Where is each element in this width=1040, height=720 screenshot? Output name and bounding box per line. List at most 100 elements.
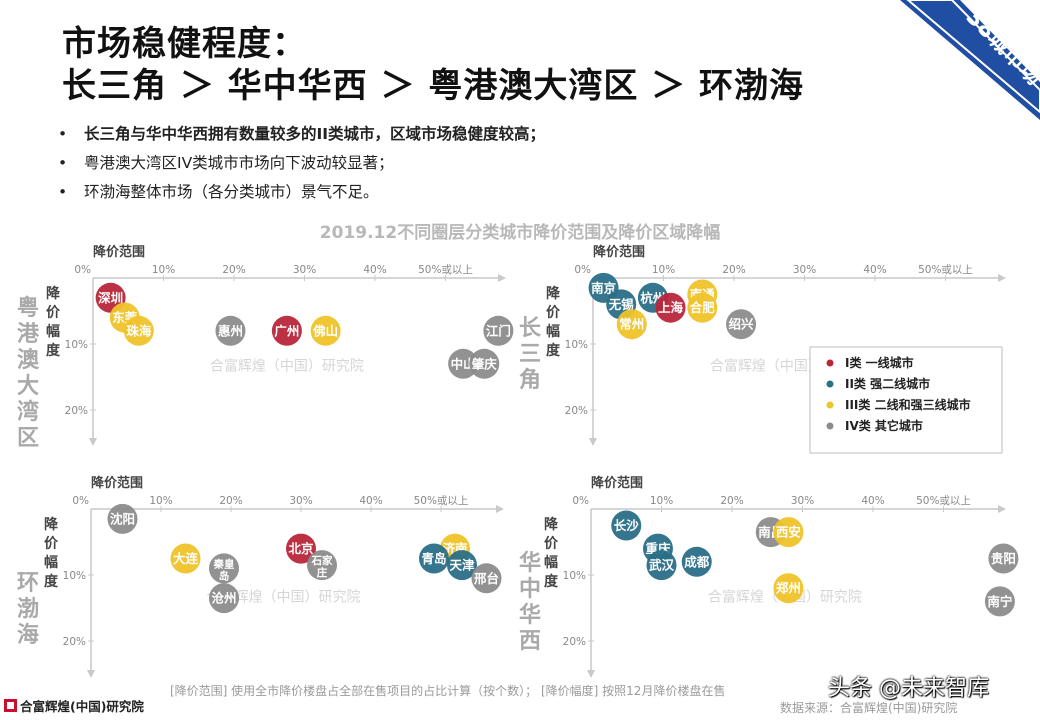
x-tick-label: 10% <box>652 264 675 276</box>
x-tick-label: 0% <box>72 495 89 507</box>
bullet-item: • 环渤海整体市场（各分类城市）景气不足。 <box>58 178 545 207</box>
x-tick-label: 40% <box>863 264 886 276</box>
watermark-text: 头条 @未来智库 <box>828 676 989 701</box>
bullet-item: • 长三角与华中华西拥有数量较多的II类城市，区域市场稳健度较高； <box>58 120 545 149</box>
region-label-char: 渤 <box>17 596 39 622</box>
data-point <box>123 315 154 346</box>
legend-marker <box>826 422 834 430</box>
x-tick-label: 40% <box>363 264 386 276</box>
legend-box <box>809 346 1003 454</box>
y-axis-label-char: 价 <box>46 305 61 321</box>
data-point <box>681 546 712 577</box>
region-label-char: 中 <box>519 577 541 602</box>
y-axis-arrow-icon <box>87 670 95 678</box>
y-tick-label: 20% <box>63 636 86 648</box>
legend-label: II类 强二线城市 <box>845 376 930 391</box>
legend-marker <box>826 359 834 367</box>
point-label: 石家 <box>311 554 333 567</box>
region-label-char: 角 <box>519 367 541 393</box>
point-label: 沈阳 <box>110 511 135 526</box>
x-tick-label: 0% <box>574 264 591 276</box>
bullet-item: • 粤港澳大湾区IV类城市市场向下波动较显著； <box>58 149 545 178</box>
point-label: 江门 <box>486 323 511 338</box>
city-count-banner: 38城市场 <box>860 0 1040 120</box>
region-label-char: 湾 <box>17 399 39 425</box>
data-point <box>310 315 341 346</box>
y-axis-label-char: 降 <box>546 285 561 302</box>
data-point <box>483 315 514 346</box>
x-tick-label: 20% <box>720 495 743 507</box>
x-axis-label: 降价范围 <box>591 475 643 491</box>
point-label: 大连 <box>173 551 199 566</box>
x-tick-label: 0% <box>74 264 91 276</box>
x-tick-label: 10% <box>152 264 175 276</box>
page-subtitle: 长三角 ＞ 华中华西 ＞ 粤港澳大湾区 ＞ 环渤海 <box>62 66 805 106</box>
data-point <box>616 309 647 340</box>
data-point <box>286 533 316 564</box>
point-label: 上海 <box>658 300 684 315</box>
x-tick-label: 10% <box>149 495 172 507</box>
x-axis-label: 降价范围 <box>91 475 143 491</box>
x-tick-label: 40% <box>861 495 884 507</box>
y-axis-label-char: 度 <box>44 573 59 590</box>
data-point <box>773 573 804 604</box>
x-tick-label: 0% <box>572 495 589 507</box>
y-axis-arrow-icon <box>589 438 597 446</box>
data-source: 数据来源：合富辉煌(中国)研究院 <box>780 701 958 715</box>
y-tick-label: 10% <box>63 570 86 582</box>
data-point <box>726 309 757 340</box>
region-label-char: 区 <box>17 426 39 451</box>
chart-title: 2019.12不同圈层分类城市降价范围及降价区域降幅 <box>319 223 721 243</box>
legend-marker <box>826 380 834 388</box>
data-point <box>419 543 449 574</box>
data-point <box>655 292 686 323</box>
region-label-char: 大 <box>17 374 39 399</box>
y-axis-label-char: 幅 <box>44 554 58 571</box>
data-point <box>469 348 500 379</box>
point-label: 庄 <box>317 566 328 579</box>
y-axis-label-char: 价 <box>546 305 561 321</box>
y-axis-label-char: 降 <box>46 285 61 302</box>
data-point <box>773 517 804 548</box>
point-label: 惠州 <box>218 323 243 338</box>
y-axis-label-char: 度 <box>544 573 559 590</box>
scatter-chart-4: 降价范围0%10%20%30%40%50%或以上10%20%降价幅度华中华西合富… <box>519 475 1019 678</box>
chart-watermark: 合富辉煌（中国）研究院 <box>210 357 364 374</box>
region-label-char: 华 <box>519 602 541 628</box>
point-label: 郑州 <box>776 581 801 596</box>
x-axis-arrow-icon <box>496 505 504 513</box>
data-point <box>448 348 479 379</box>
legend-marker <box>826 401 834 409</box>
footnote: [降价范围] 使用全市降价楼盘占全部在售项目的占比计算（按个数）； [降价幅度]… <box>170 684 726 698</box>
point-label: 佛山 <box>312 323 338 338</box>
x-tick-label: 20% <box>219 495 242 507</box>
region-label-char: 海 <box>17 622 39 648</box>
x-axis-arrow-icon <box>498 274 506 282</box>
y-axis-label-char: 度 <box>546 342 561 359</box>
x-tick-label: 50%或以上 <box>916 495 971 507</box>
x-axis-arrow-icon <box>998 274 1006 282</box>
x-tick-label: 30% <box>289 495 312 507</box>
data-point <box>646 550 677 581</box>
point-label: 成都 <box>684 554 710 569</box>
y-axis-label-char: 降 <box>44 516 59 533</box>
point-label: 合肥 <box>690 300 716 315</box>
legend: I类 一线城市 II类 强二线城市 III类 二线和强三线城市 IV类 其它城市 <box>809 346 1003 454</box>
point-label: 武汉 <box>649 558 675 573</box>
region-label-char: 长 <box>519 316 542 341</box>
y-axis-label-char: 价 <box>544 536 559 552</box>
point-label: 绍兴 <box>729 317 755 332</box>
y-axis-label-char: 价 <box>44 536 59 552</box>
company-logo: 合富辉煌(中国)研究院 <box>4 696 144 715</box>
bullet-dot: • <box>58 154 68 172</box>
x-tick-label: 40% <box>359 495 382 507</box>
legend-label: I类 一线城市 <box>845 355 914 370</box>
y-axis-label-char: 度 <box>46 342 61 359</box>
data-point <box>988 543 1019 574</box>
bullet-text: 长三角与华中华西拥有数量较多的II类城市，区域市场稳健度较高； <box>84 125 546 143</box>
banner-stripe <box>900 0 1040 120</box>
x-tick-label: 20% <box>222 264 245 276</box>
y-axis-label-char: 幅 <box>546 323 560 340</box>
